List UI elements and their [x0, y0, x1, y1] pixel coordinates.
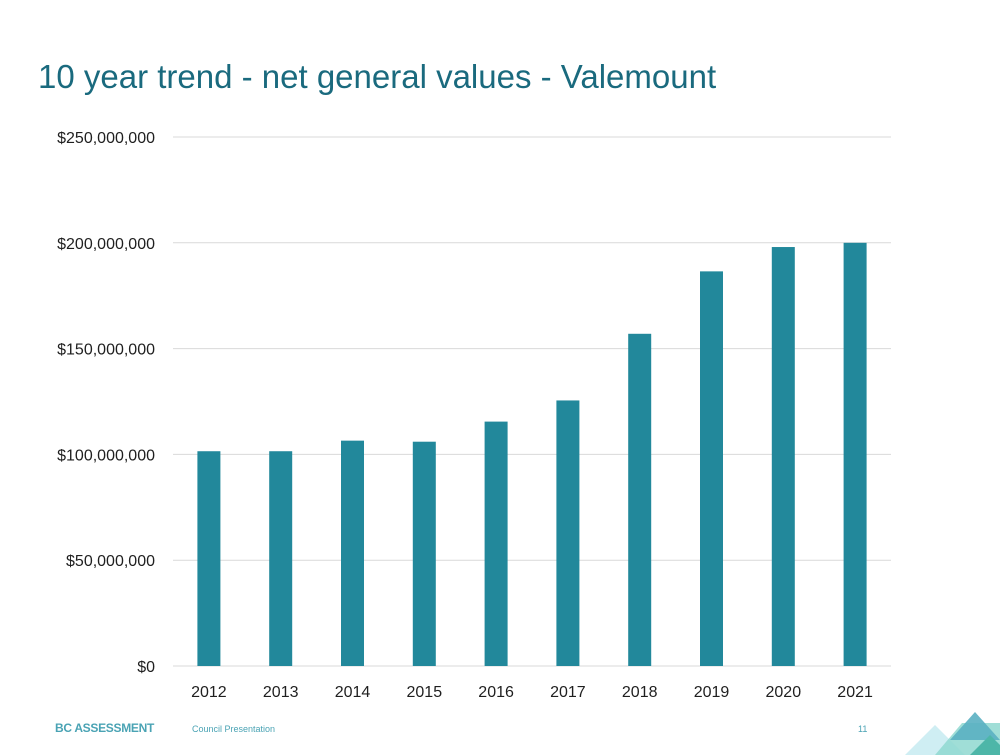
corner-triangle-4 — [970, 735, 1000, 755]
x-tick-label: 2018 — [622, 684, 658, 701]
bar — [484, 421, 508, 666]
x-tick-label: 2015 — [407, 684, 443, 701]
x-tick-label: 2019 — [694, 684, 730, 701]
bar — [341, 440, 364, 666]
x-tick-label: 2012 — [191, 684, 227, 701]
bar — [843, 242, 867, 667]
y-tick-label: $0 — [137, 659, 155, 676]
y-tick-label: $50,000,000 — [66, 553, 155, 570]
x-tick-label: 2017 — [550, 684, 586, 701]
footer-brand-logo: BC ASSESSMENT — [55, 721, 155, 735]
x-tick-label: 2016 — [478, 684, 514, 701]
bar — [556, 400, 580, 666]
x-tick-label: 2021 — [837, 684, 873, 701]
bar — [628, 333, 652, 666]
x-tick-label: 2014 — [335, 684, 371, 701]
slide-title: 10 year trend - net general values - Val… — [38, 58, 717, 95]
bar — [412, 441, 436, 666]
y-tick-label: $250,000,000 — [57, 130, 155, 147]
corner-triangle-3 — [950, 712, 1000, 740]
bar — [197, 451, 221, 666]
bar — [771, 247, 795, 667]
y-tick-label: $200,000,000 — [57, 236, 155, 253]
y-tick-label: $150,000,000 — [57, 342, 155, 359]
bar — [269, 451, 293, 666]
page-number: 11 — [858, 724, 868, 734]
x-tick-label: 2020 — [766, 684, 802, 701]
footer-subtitle: Council Presentation — [192, 724, 276, 734]
y-tick-label: $100,000,000 — [57, 447, 155, 464]
x-tick-label: 2013 — [263, 684, 299, 701]
bar — [700, 271, 723, 666]
